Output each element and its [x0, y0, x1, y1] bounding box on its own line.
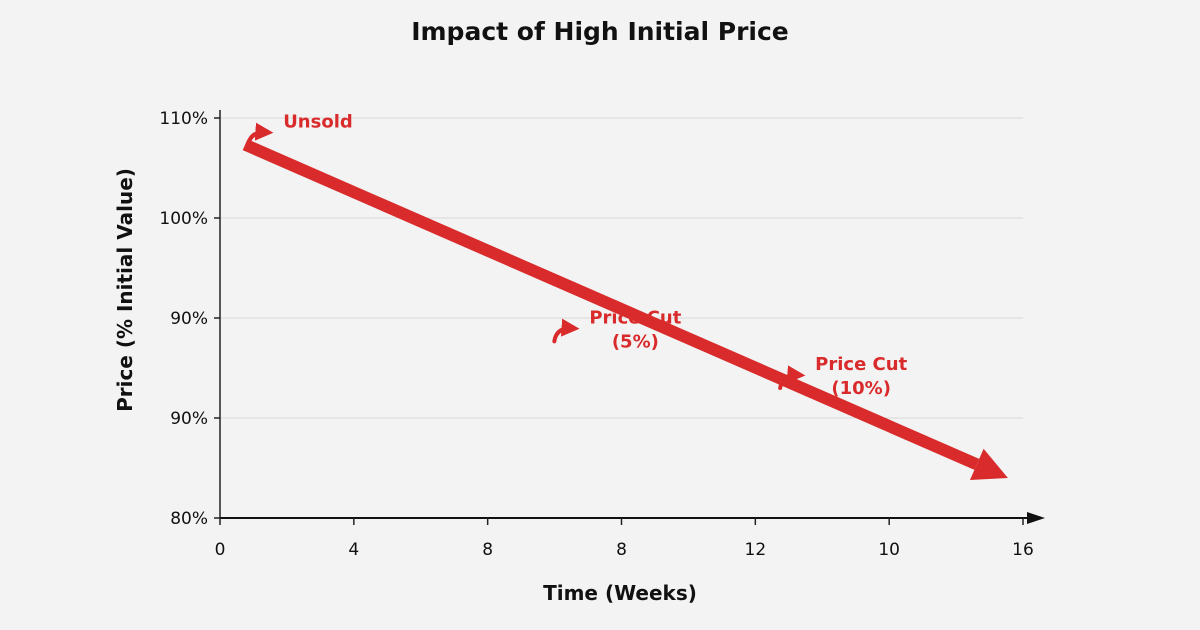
x-tick-label: 8 [616, 540, 627, 560]
y-tick-label: 90% [170, 409, 208, 429]
y-axis-label: Price (% Initial Value) [113, 168, 137, 412]
axes-layer: 80% 90% 90% 100% 110% 0 4 8 8 12 10 16 [159, 109, 1045, 560]
x-axis-arrowhead [1027, 512, 1045, 524]
y-tick-label: 90% [170, 309, 208, 329]
x-tick-label: 12 [745, 540, 767, 560]
x-tick-label: 4 [348, 540, 359, 560]
grid-layer [220, 117, 1023, 419]
y-tick-label: 110% [159, 109, 208, 129]
annotation-layer: Unsold Price Cut (5%) Price Cut (10%) [246, 111, 908, 399]
annotation-label: Price Cut [815, 354, 907, 375]
annotation-arrow [778, 365, 806, 390]
annotation-sublabel: (10%) [831, 378, 891, 399]
x-tick-label: 8 [482, 540, 493, 560]
chart-title: Impact of High Initial Price [411, 17, 789, 46]
annotation-label: Price Cut [589, 307, 681, 328]
x-tick-label: 10 [878, 540, 900, 560]
y-tick-label: 100% [159, 209, 208, 229]
annotation-arrow [246, 122, 274, 148]
annotation-label: Unsold [283, 111, 353, 132]
series-layer [242, 139, 1008, 480]
series-line [242, 139, 980, 470]
y-tick-label: 80% [170, 509, 208, 529]
x-tick-label: 0 [215, 540, 226, 560]
annotation-arrow [552, 318, 580, 344]
x-tick-label: 16 [1012, 540, 1034, 560]
series-arrowhead [969, 448, 1008, 480]
annotation-sublabel: (5%) [612, 331, 659, 352]
x-axis-label: Time (Weeks) [543, 581, 697, 605]
